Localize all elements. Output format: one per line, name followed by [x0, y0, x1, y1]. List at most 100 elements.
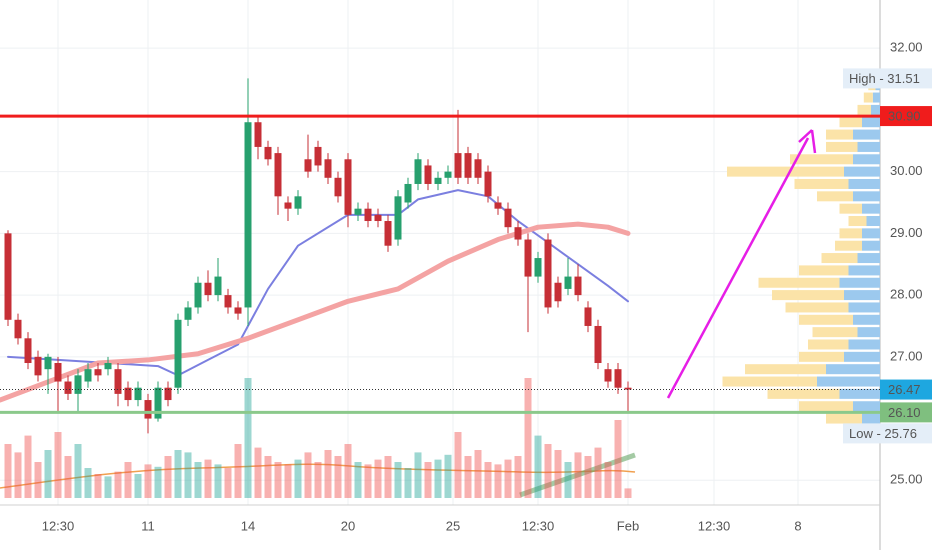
candle-body: [504, 208, 512, 228]
profile-down: [799, 401, 853, 412]
volume-bar: [404, 468, 412, 498]
profile-down: [722, 376, 817, 387]
candle-body: [204, 282, 212, 296]
profile-down: [821, 253, 858, 264]
volume-bar: [144, 464, 152, 498]
volume-bar: [464, 456, 472, 498]
profile-down: [812, 327, 858, 338]
arrow: [666, 137, 810, 399]
profile-up: [826, 364, 880, 375]
profile-down: [727, 166, 844, 177]
volume-bar: [604, 462, 612, 498]
candle-body: [294, 196, 302, 209]
volume-bar: [104, 476, 112, 498]
candle-body: [94, 369, 102, 376]
price-label: 26.47: [888, 382, 921, 397]
candle-body: [34, 356, 42, 376]
price-label: 26.10: [888, 405, 921, 420]
candle-body: [14, 319, 22, 339]
profile-up: [857, 141, 880, 152]
volume-bar: [394, 462, 402, 498]
profile-up: [857, 253, 880, 264]
candle-body: [374, 214, 382, 222]
profile-down: [817, 191, 853, 202]
candle-body: [144, 400, 152, 419]
profile-up: [853, 401, 880, 412]
volume-bar: [324, 450, 332, 498]
moving-average: [0, 221, 631, 403]
volume-trend: [519, 452, 636, 498]
volume-bar: [494, 464, 502, 498]
candle-body: [44, 356, 52, 370]
marker-box: [843, 423, 932, 444]
volume-bar: [54, 432, 62, 498]
volume-bar: [164, 456, 172, 498]
volume-bar: [274, 462, 282, 498]
candle-body: [594, 325, 602, 364]
volume-bar: [624, 488, 632, 498]
candle-body: [574, 276, 582, 296]
volume-bar: [374, 459, 382, 498]
candle-body: [604, 369, 612, 382]
volume-bar: [384, 456, 392, 498]
profile-down: [835, 240, 862, 251]
volume-bar: [594, 447, 602, 498]
volume-bar: [534, 435, 542, 498]
profile-down: [839, 203, 862, 214]
profile-down: [758, 277, 840, 288]
x-tick-label: Feb: [617, 518, 639, 533]
volume-bar: [514, 456, 522, 498]
candle-body: [264, 146, 272, 160]
volume-bar: [184, 452, 192, 498]
candle-body: [4, 233, 12, 320]
candle-body: [534, 258, 542, 277]
candle-body: [54, 363, 62, 382]
candle-body: [24, 338, 32, 364]
volume-bar: [4, 444, 12, 498]
candle-body: [424, 165, 432, 184]
candle-body: [344, 159, 352, 215]
profile-up: [848, 339, 880, 350]
candle-body: [394, 196, 402, 240]
price-label-box: [880, 402, 932, 423]
candle-body: [244, 122, 252, 308]
volume-bar: [554, 450, 562, 498]
volume-bar: [334, 456, 342, 498]
profile-up: [853, 314, 880, 325]
profile-down: [848, 216, 867, 227]
candle-body: [74, 375, 82, 394]
candle-body: [234, 307, 242, 314]
volume-bar: [124, 462, 132, 498]
volume-bar: [564, 462, 572, 498]
profile-down: [839, 228, 862, 239]
candle-body: [474, 159, 482, 178]
volume-bar: [434, 459, 442, 498]
candle-body: [444, 171, 452, 178]
candle-body: [334, 177, 342, 197]
x-tick-label: 12:30: [698, 518, 731, 533]
profile-down: [799, 351, 844, 362]
candle-body: [524, 239, 532, 277]
profile-up: [848, 302, 880, 313]
volume-bar: [244, 378, 252, 498]
profile-down: [839, 117, 862, 128]
candle-body: [454, 153, 462, 178]
x-tick-label: 20: [341, 518, 355, 533]
candle-body: [564, 276, 572, 289]
volume-bar: [114, 471, 122, 498]
volume-bar: [614, 420, 622, 498]
profile-up: [857, 327, 880, 338]
volume-bar: [314, 462, 322, 498]
candle-body: [434, 177, 442, 184]
candle-body: [364, 208, 372, 222]
volume-bar: [64, 456, 72, 498]
profile-up: [853, 154, 880, 165]
x-tick-label: 12:30: [42, 518, 75, 533]
y-tick-label: 28.00: [890, 287, 923, 302]
price-label: 30.90: [888, 109, 921, 124]
profile-down: [826, 141, 858, 152]
candle-body: [554, 282, 562, 302]
volume-bar: [414, 452, 422, 498]
volume-average: [0, 463, 636, 489]
